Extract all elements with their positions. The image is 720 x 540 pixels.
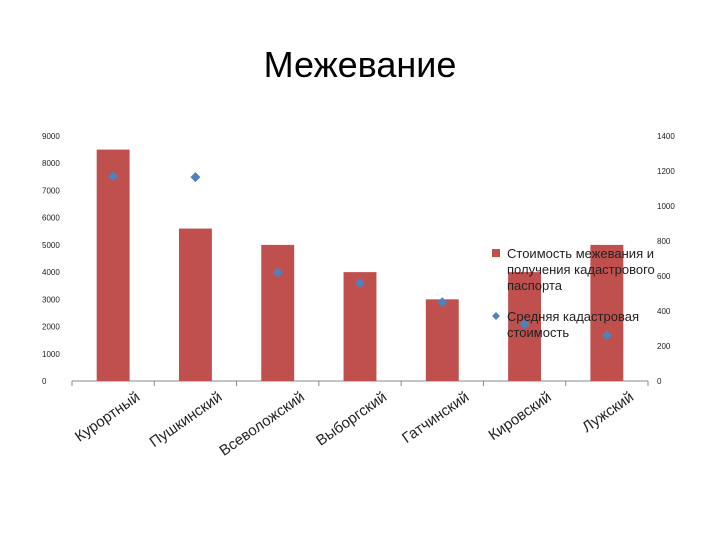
bar [178,228,212,381]
y-right-tick-label: 1400 [657,132,675,141]
y-left-tick-label: 8000 [42,159,60,168]
y-right-tick-label: 1000 [657,202,675,211]
data-point [272,267,283,278]
bar [590,244,624,381]
y-right-tick-label: 200 [657,342,671,351]
bar [96,149,130,381]
y-left-tick-label: 7000 [42,186,60,195]
legend-swatch-marker [492,312,500,320]
category-label: Пушкинский [147,389,226,451]
category-label: Гатчинский [399,389,472,447]
legend-label-bar: Стоимость межевания и получения кадастров… [507,246,655,293]
legend-label-marker: Средняя кадастровая стоимость [507,309,639,340]
data-point [108,171,119,182]
y-left-tick-label: 0 [42,377,47,386]
y-right-tick-label: 400 [657,307,671,316]
y-left-tick-label: 3000 [42,295,60,304]
y-left-tick-label: 9000 [42,132,60,141]
category-label: Лужский [579,389,637,437]
legend: Стоимость межевания и получения кадастров… [492,246,655,340]
y-left-tick-label: 1000 [42,350,60,359]
y-right-tick-label: 600 [657,272,671,281]
bar [425,299,459,381]
legend-swatch-bar [492,249,500,257]
data-point [355,278,365,288]
data-point [519,319,530,330]
data-point [190,172,201,183]
y-left-tick-label: 2000 [42,323,60,332]
bar-series [96,149,624,381]
chart-title: Межевание [263,44,457,85]
category-label: Курортный [72,389,143,446]
data-point [437,297,448,308]
bar [261,244,295,381]
category-label: Кировский [486,389,555,444]
y-right-tick-label: 1200 [657,167,675,176]
bar [343,272,377,381]
category-label: Выборгский [313,389,390,450]
data-point [601,330,612,341]
category-label: Всеволожский [216,389,307,460]
y-right-tick-label: 800 [657,237,671,246]
y-left-tick-label: 5000 [42,241,60,250]
y-left-tick-label: 6000 [42,214,60,223]
marker-series [108,171,612,341]
y-left-tick-label: 4000 [42,268,60,277]
y-right-tick-label: 0 [657,377,662,386]
